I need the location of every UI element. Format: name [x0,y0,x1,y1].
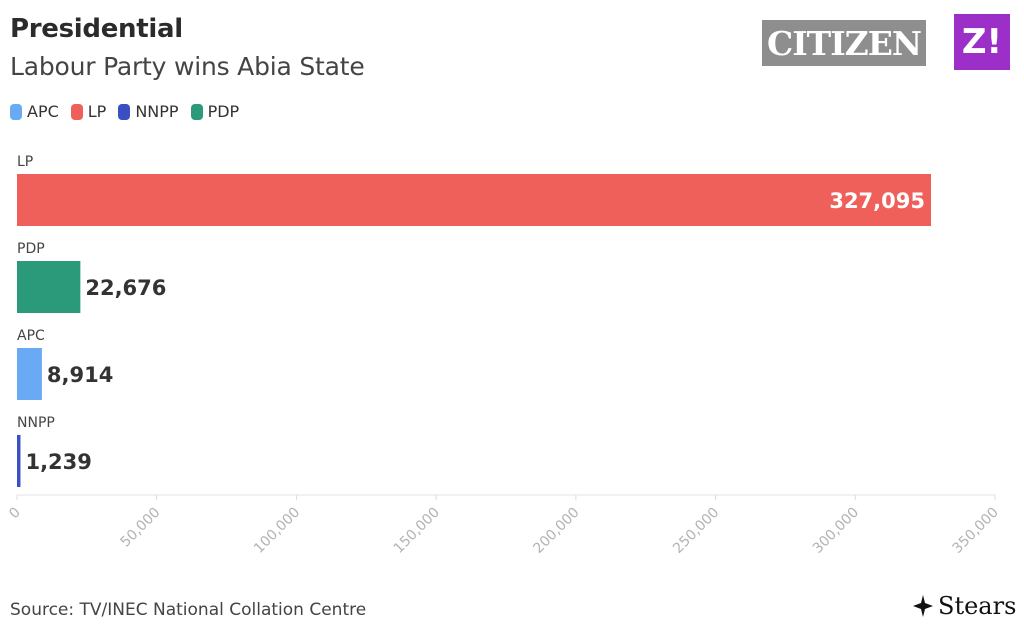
bar-pdp [17,261,81,313]
legend-swatch-pdp [190,103,203,120]
stears-mark-icon [913,595,933,617]
x-tick-label: 50,000 [118,505,164,551]
category-label-nnpp: NNPP [17,415,55,431]
value-label-apc: 8,914 [47,363,113,387]
legend-label-pdp: PDP [207,102,240,121]
legend-swatch-lp [70,103,83,120]
value-label-pdp: 22,676 [85,276,166,300]
x-tick-label: 300,000 [810,505,862,557]
chart-title: Presidential [10,14,183,44]
bar-chart: LP 327,095 PDP 22,676 APC 8,914 NNPP 1,239 0 50,0… [6,154,1002,557]
legend-label-apc: APC [27,102,59,121]
x-tick-label: 100,000 [251,505,303,557]
bar-lp [17,174,931,226]
legend-item-lp: LP [70,102,107,121]
value-label-lp: 327,095 [829,189,925,213]
x-tick-label: 0 [6,505,24,523]
legend-item-apc: APC [10,102,59,121]
legend-swatch-nnpp [118,103,131,120]
legend-label-nnpp: NNPP [135,102,179,121]
chart-subtitle: Labour Party wins Abia State [10,52,365,81]
citizen-logo: CITIZEN [762,20,926,66]
z-logo: Z! [954,14,1010,70]
bar-apc [17,348,42,400]
legend-item-pdp: PDP [190,102,240,121]
category-label-pdp: PDP [17,241,45,257]
bar-nnpp [17,435,21,487]
legend: APC LP NNPP PDP [10,102,239,121]
x-tick-label: 200,000 [530,505,582,557]
value-label-nnpp: 1,239 [25,450,91,474]
x-tick-label: 250,000 [670,505,722,557]
category-label-apc: APC [17,328,45,344]
stears-logo: Stears [912,592,1016,620]
legend-item-nnpp: NNPP [118,102,179,121]
category-label-lp: LP [17,154,33,170]
x-tick-label: 150,000 [391,505,443,557]
x-tick-label: 350,000 [950,505,1002,557]
legend-swatch-apc [10,103,22,120]
legend-label-lp: LP [87,102,107,121]
source-note: Source: TV/INEC National Collation Centr… [10,600,367,620]
